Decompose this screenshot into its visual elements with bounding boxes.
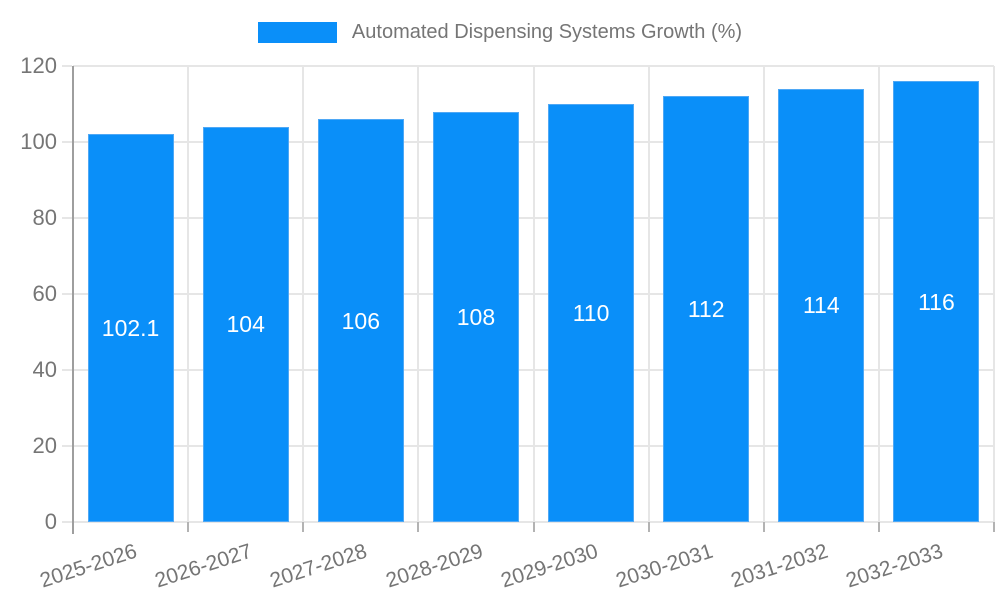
x-gridline bbox=[647, 66, 650, 522]
y-axis-tick-label: 120 bbox=[20, 53, 57, 78]
bar[interactable] bbox=[893, 81, 980, 522]
x-axis-tick-label: 2025-2026 bbox=[37, 539, 140, 593]
x-axis-tick-label: 2027-2028 bbox=[267, 539, 371, 593]
legend-swatch bbox=[257, 22, 337, 43]
x-axis-tick-label: 2028-2029 bbox=[382, 539, 486, 593]
x-gridline bbox=[762, 66, 765, 522]
y-axis-tick-label: 20 bbox=[32, 433, 57, 458]
bar-value-label: 112 bbox=[687, 296, 725, 323]
bar[interactable] bbox=[202, 126, 289, 522]
bar-value-label: 108 bbox=[456, 303, 496, 330]
x-axis-tick-label: 2032-2033 bbox=[843, 539, 946, 593]
y-tick-mark bbox=[62, 141, 72, 143]
x-tick-mark bbox=[762, 522, 765, 532]
x-gridline bbox=[187, 66, 190, 522]
bar[interactable] bbox=[432, 111, 519, 522]
x-tick-mark bbox=[187, 522, 190, 532]
x-gridline bbox=[302, 66, 305, 522]
y-tick-mark bbox=[62, 521, 72, 523]
bar-value-label: 110 bbox=[572, 300, 610, 326]
y-tick-mark bbox=[62, 293, 72, 295]
plot-area: 0 20 40 60 80 100 120 102.1 2025-2026 104 2026-202… bbox=[20, 55, 995, 592]
bar[interactable] bbox=[548, 104, 635, 522]
y-axis-tick-label: 0 bbox=[44, 509, 57, 534]
bar[interactable] bbox=[778, 88, 865, 522]
legend: Automated Dispensing Systems Growth (%) bbox=[0, 21, 1000, 44]
bar-value-label: 104 bbox=[226, 311, 265, 338]
legend-label: Automated Dispensing Systems Growth (%) bbox=[351, 21, 743, 43]
x-axis-tick-label: 2030-2031 bbox=[612, 539, 716, 593]
y-tick-mark bbox=[62, 445, 72, 447]
x-gridline bbox=[532, 66, 535, 522]
x-gridline bbox=[877, 66, 880, 522]
y-axis-tick-label: 100 bbox=[20, 129, 57, 154]
bar-value-label: 116 bbox=[918, 288, 955, 315]
x-tick-mark bbox=[993, 522, 995, 532]
x-gridline bbox=[993, 66, 995, 522]
x-axis-tick-label: 2026-2027 bbox=[152, 539, 256, 593]
y-axis-line bbox=[72, 66, 74, 534]
bar[interactable] bbox=[317, 119, 404, 522]
bar-value-label: 102.1 bbox=[101, 315, 160, 341]
y-tick-mark bbox=[62, 65, 72, 67]
bar[interactable] bbox=[663, 96, 750, 522]
x-tick-mark bbox=[417, 522, 420, 532]
y-axis-tick-label: 60 bbox=[32, 281, 57, 306]
bar-value-label: 114 bbox=[802, 292, 840, 319]
x-tick-mark bbox=[302, 522, 305, 532]
bar[interactable] bbox=[87, 134, 174, 522]
y-axis-tick-label: 40 bbox=[32, 357, 57, 382]
x-tick-mark bbox=[647, 522, 650, 532]
x-gridline bbox=[417, 66, 420, 522]
y-axis-tick-label: 80 bbox=[32, 205, 57, 230]
y-tick-mark bbox=[62, 217, 72, 219]
x-axis-tick-label: 2029-2030 bbox=[497, 539, 601, 593]
x-axis-tick-label: 2031-2032 bbox=[728, 539, 831, 593]
y-tick-mark bbox=[62, 369, 72, 371]
x-tick-mark bbox=[877, 522, 880, 532]
x-tick-mark bbox=[532, 522, 535, 532]
bar-value-label: 106 bbox=[341, 307, 380, 334]
